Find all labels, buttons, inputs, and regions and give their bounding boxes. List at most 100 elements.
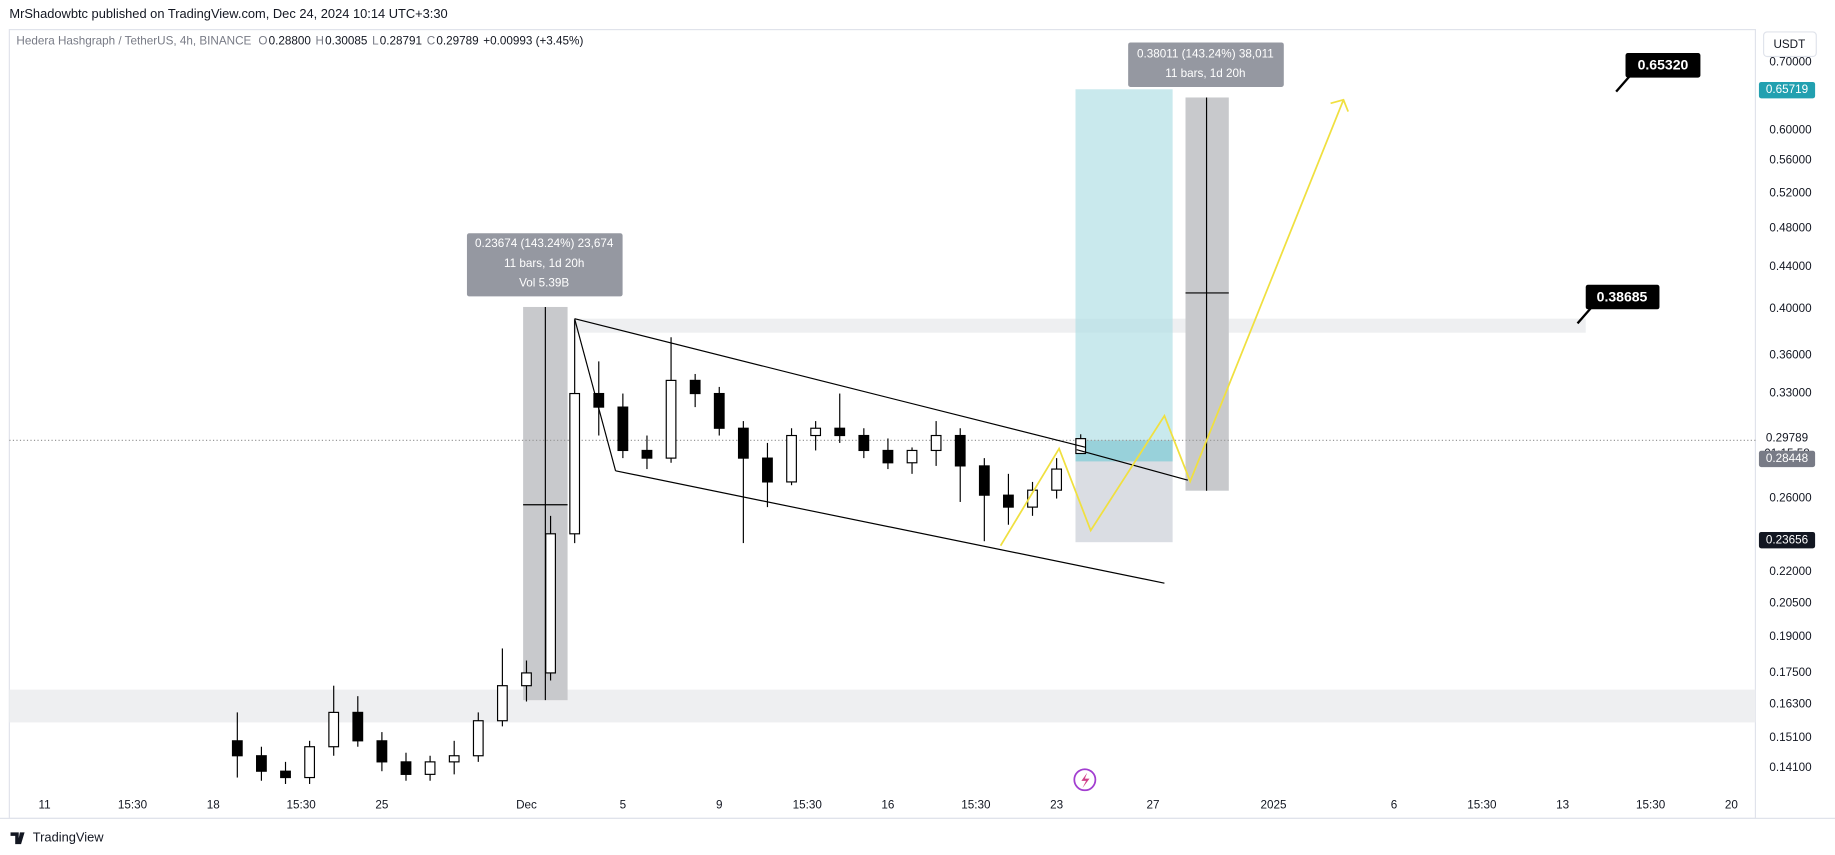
price-tag-text: 0.23656 xyxy=(1766,533,1808,546)
y-tick-label: 0.48000 xyxy=(1769,222,1812,235)
candle-body xyxy=(689,379,701,395)
candle-body xyxy=(858,434,870,452)
legend-text: 0.28800 xyxy=(269,34,312,47)
brand-logo xyxy=(10,832,25,845)
y-tick-label: 0.22000 xyxy=(1769,565,1812,578)
x-tick-label: 27 xyxy=(1146,799,1159,812)
x-tick-label: 5 xyxy=(620,799,627,812)
price-tag xyxy=(1758,430,1816,447)
x-tick-label: 16 xyxy=(881,799,894,812)
measure-box xyxy=(466,233,623,297)
candle-body xyxy=(713,392,725,429)
y-tick-label: 0.19000 xyxy=(1769,630,1812,643)
x-tick-label: 15:30 xyxy=(287,799,317,812)
y-tick-label: 0.20500 xyxy=(1769,596,1812,609)
y-tick-label: 0.60000 xyxy=(1769,123,1812,136)
candle-body xyxy=(231,740,243,757)
x-tick-label: 15:30 xyxy=(793,799,823,812)
price-tag-text: 0.29789 xyxy=(1766,432,1808,445)
y-tick-label: 0.52000 xyxy=(1769,186,1812,199)
candle-body xyxy=(1027,489,1038,508)
candle-body xyxy=(424,761,436,775)
y-tick-label: 0.14100 xyxy=(1769,761,1812,774)
x-tick-label: 6 xyxy=(1391,799,1398,812)
event-bolt xyxy=(1081,772,1090,788)
legend-text: L xyxy=(372,34,379,47)
legend-text: 0.30085 xyxy=(325,34,368,47)
legend-text: 0.28791 xyxy=(380,34,422,47)
candle-body xyxy=(472,720,484,757)
candle-body xyxy=(400,761,412,775)
target-zone xyxy=(1075,89,1173,462)
x-tick-label: 25 xyxy=(375,799,389,812)
legend-text: H xyxy=(316,34,324,47)
candles xyxy=(231,319,1087,784)
legend-text: Hedera Hashgraph / TetherUS, 4h, BINANCE xyxy=(16,34,251,47)
y-tick-label: 0.56000 xyxy=(1769,154,1812,167)
x-tick-label: 18 xyxy=(207,799,220,812)
callout-box xyxy=(1625,53,1701,78)
brand-name: TradingView xyxy=(33,830,104,845)
x-tick-label: 15:30 xyxy=(1467,799,1497,812)
candle-body xyxy=(641,449,653,459)
legend-text: O xyxy=(258,34,267,47)
candle-body xyxy=(280,770,291,779)
currency-label: USDT xyxy=(1773,38,1805,51)
candle-body xyxy=(882,449,894,464)
x-tick-label: 13 xyxy=(1556,799,1569,812)
x-tick-label: 20 xyxy=(1725,799,1739,812)
y-tick-label: 0.70000 xyxy=(1769,55,1812,68)
legend-text: C xyxy=(427,34,435,47)
candle-body xyxy=(569,392,581,535)
price-tag xyxy=(1758,81,1816,99)
measure-text: 11 bars, 1d 20h xyxy=(1165,67,1245,80)
measure-range xyxy=(1185,97,1229,491)
x-tick-label: 15:30 xyxy=(1636,799,1666,812)
candle-body xyxy=(834,427,846,437)
candle-body xyxy=(810,427,822,437)
y-tick-label: 0.33000 xyxy=(1769,387,1812,400)
currency-button[interactable] xyxy=(1763,31,1817,58)
x-tick-label: 11 xyxy=(38,799,50,812)
x-tick-label: 9 xyxy=(716,799,723,812)
entry-zone xyxy=(1075,440,1173,462)
y-tick-label: 0.17500 xyxy=(1769,666,1812,679)
candle-body xyxy=(930,434,942,452)
candle-body xyxy=(978,465,990,496)
candle-body xyxy=(737,427,749,459)
projection-path xyxy=(999,99,1345,547)
callout-text: 0.38685 xyxy=(1597,288,1648,304)
measure-text: 0.23674 (143.24%) 23,674 xyxy=(475,237,614,250)
candle-body xyxy=(617,406,629,452)
publisher-line: MrShadowbtc published on TradingView.com… xyxy=(9,6,447,21)
callout-box xyxy=(1585,284,1660,310)
price-tag xyxy=(1758,531,1816,549)
measure-text: Vol 5.39B xyxy=(519,277,569,290)
candle-body xyxy=(906,449,918,464)
projection-arrowhead xyxy=(1330,98,1349,112)
channel-top xyxy=(574,318,1087,448)
y-tick-label: 0.26000 xyxy=(1769,492,1812,505)
channel-bottom xyxy=(615,470,1165,584)
event-icon[interactable] xyxy=(1073,768,1097,792)
price-tag-text: 0.65719 xyxy=(1766,83,1808,96)
x-tick-label: Dec xyxy=(516,799,537,812)
candle-body xyxy=(304,746,316,779)
y-tick-label: 0.40000 xyxy=(1769,302,1812,315)
candle-body xyxy=(1003,494,1014,508)
candle-body xyxy=(665,379,677,459)
y-tick-label: 0.15100 xyxy=(1769,731,1812,744)
price-tag xyxy=(1758,450,1816,468)
x-tick-label: 15:30 xyxy=(118,799,148,812)
legend-text: 0.29789 xyxy=(436,34,478,47)
candle-body xyxy=(545,533,556,674)
legend: Hedera Hashgraph / TetherUS, 4h, BINANCE… xyxy=(16,34,583,47)
x-tick-label: 15:30 xyxy=(961,799,991,812)
candle-body xyxy=(352,711,364,742)
y-tick-label: 0.16300 xyxy=(1769,697,1812,710)
candle-body xyxy=(762,457,773,483)
channel-side xyxy=(574,318,617,471)
candle-body xyxy=(786,434,797,483)
